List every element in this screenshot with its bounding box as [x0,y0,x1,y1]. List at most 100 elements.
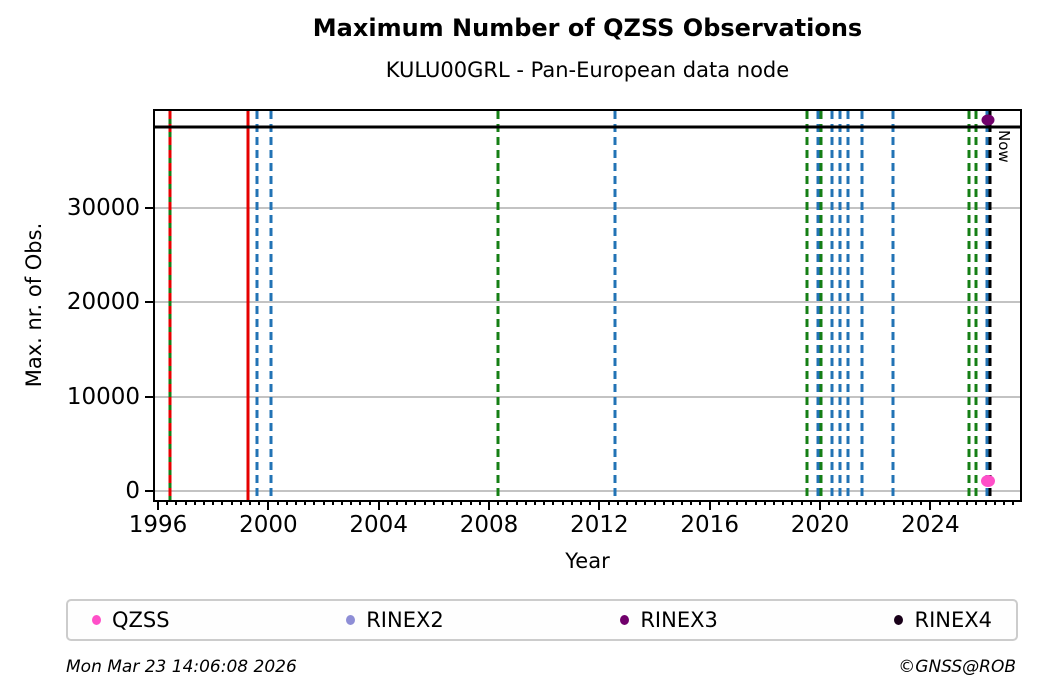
x-minor-tick [294,500,297,505]
x-minor-tick [423,500,426,505]
legend-label-rinex2: RINEX2 [366,608,444,632]
x-minor-tick [892,500,895,505]
x-tick-2008 [488,500,491,510]
x-tick-2024 [929,500,932,510]
x-minor-tick [396,500,399,505]
x-minor-tick [975,500,978,505]
event-line-green-5 [496,111,500,500]
y-tick-10000 [145,395,155,398]
legend-marker-rinex3 [620,615,630,625]
x-minor-tick [570,500,573,505]
chart-title: Maximum Number of QZSS Observations [312,14,863,42]
x-minor-tick [763,500,766,505]
x-minor-tick [285,500,288,505]
legend-item-rinex4: RINEX4 [894,608,992,632]
x-minor-tick [230,500,233,505]
x-minor-tick [524,500,527,505]
x-minor-tick [248,500,251,505]
x-minor-tick [671,500,674,505]
x-minor-tick [313,500,316,505]
x-minor-tick [442,500,445,505]
event-line-blue-11 [838,111,842,500]
x-minor-tick [184,500,187,505]
x-minor-tick [607,500,610,505]
event-line-blue-13 [860,111,864,500]
x-minor-tick [534,500,536,505]
x-minor-tick [653,500,656,505]
event-line-green-16 [974,111,978,500]
x-minor-tick [350,500,353,505]
event-line-blue-14 [891,111,895,500]
x-minor-tick [993,500,996,505]
x-tick-label: 2024 [901,512,960,538]
x-minor-tick [910,500,913,505]
x-minor-tick [469,500,472,505]
x-minor-tick [359,500,362,505]
x-minor-tick [405,500,408,505]
legend-label-rinex3: RINEX3 [640,608,718,632]
event-line-red-1 [168,111,172,500]
x-tick-label: 1996 [128,512,188,538]
x-minor-tick [552,500,555,505]
y-tick-label: 10000 [66,383,140,410]
event-line-green-15 [967,111,971,500]
gridline-y-0 [155,490,1020,493]
x-tick-label: 2020 [790,512,850,538]
x-minor-tick [920,500,923,505]
x-minor-tick [644,500,647,505]
y-tick-label: 0 [125,478,140,505]
x-minor-tick [175,500,178,505]
x-minor-tick [193,500,196,505]
x-minor-tick [616,500,619,505]
data-point-rinex3 [981,114,995,126]
x-minor-tick [340,500,343,505]
x-minor-tick [938,500,941,505]
gridline-y-30000 [155,207,1020,210]
x-minor-tick [846,500,849,505]
x-minor-tick [947,500,950,505]
legend-item-rinex2: RINEX2 [346,608,444,632]
x-tick-2000 [267,500,270,510]
timestamp: Mon Mar 23 14:06:08 2026 [66,657,297,677]
event-line-red-2 [246,111,250,500]
x-axis-label: Year [565,549,610,573]
x-tick-label: 2016 [680,512,739,538]
x-minor-tick [883,500,886,505]
x-minor-tick [809,500,812,505]
x-minor-tick [506,500,509,505]
legend-marker-qzss [92,615,101,625]
x-tick-label: 2000 [239,512,298,538]
x-minor-tick [855,500,858,505]
event-line-blue-10 [830,111,834,500]
event-line-blue-17 [985,111,989,500]
x-minor-tick [837,500,840,505]
event-line-green-9 [819,111,823,500]
x-minor-tick [800,500,803,505]
y-tick-0 [145,490,155,493]
x-tick-2020 [819,500,822,510]
x-minor-tick [497,500,500,505]
event-line-blue-3 [255,111,258,500]
event-line-blue-8 [816,111,820,500]
x-minor-tick [828,500,831,505]
x-minor-tick [414,500,417,505]
x-tick-2016 [708,500,711,510]
x-minor-tick [782,500,785,505]
x-tick-label: 2004 [349,512,408,538]
x-tick-label: 2012 [570,512,629,538]
y-tick-30000 [145,207,155,210]
y-tick-label: 20000 [66,289,140,316]
x-minor-tick [304,500,307,505]
event-line-blue-4 [269,111,273,500]
x-minor-tick [515,500,518,505]
x-minor-tick [736,500,739,505]
x-minor-tick [589,500,592,505]
x-minor-tick [579,500,582,505]
x-minor-tick [864,500,867,505]
y-tick-label: 30000 [66,195,140,222]
x-minor-tick [984,500,987,505]
x-minor-tick [635,500,638,505]
x-minor-tick [745,500,748,505]
x-tick-label: 2008 [459,512,519,538]
event-line-blue-6 [613,111,617,500]
